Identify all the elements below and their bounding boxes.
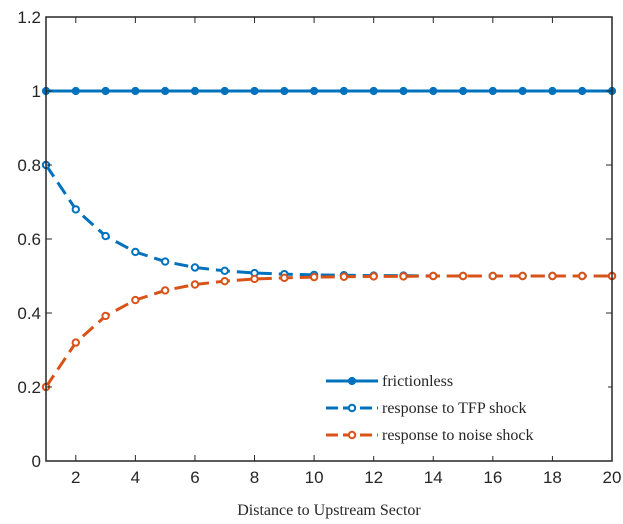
x-tick-label: 20 xyxy=(603,468,622,487)
data-point xyxy=(548,86,557,96)
data-point xyxy=(369,272,378,281)
x-tick-label: 18 xyxy=(543,468,562,487)
data-point xyxy=(399,86,408,96)
data-point xyxy=(578,86,587,96)
legend-label: response to noise shock xyxy=(382,427,534,444)
data-point xyxy=(429,86,438,96)
x-tick-label: 10 xyxy=(305,468,324,487)
legend-swatch-marker xyxy=(347,376,357,386)
legend-box xyxy=(320,364,608,456)
series-response-to-tfp-shock xyxy=(41,160,617,281)
data-point xyxy=(280,86,289,96)
data-point xyxy=(190,86,200,96)
data-point xyxy=(160,257,170,266)
data-point xyxy=(161,86,170,96)
y-tick-label: 1 xyxy=(32,82,41,101)
data-point xyxy=(71,338,80,347)
data-point xyxy=(548,271,557,281)
x-tick-label: 4 xyxy=(131,468,140,487)
data-point xyxy=(101,311,110,321)
data-point xyxy=(220,266,229,276)
legend-items: frictionless response to TFP shock respons… xyxy=(326,373,534,444)
legend-label: response to TFP shock xyxy=(382,400,526,417)
data-point xyxy=(458,86,468,96)
data-point xyxy=(488,86,497,96)
data-point xyxy=(250,86,259,96)
data-point xyxy=(131,86,140,96)
series-line xyxy=(44,164,612,278)
series-response-to-noise-shock xyxy=(41,271,617,392)
data-point xyxy=(518,271,527,281)
y-tick-label: 0.2 xyxy=(17,378,41,397)
legend-item: response to noise shock xyxy=(326,427,534,444)
data-point xyxy=(190,263,200,272)
data-point xyxy=(309,272,319,282)
data-point xyxy=(220,86,229,96)
legend: frictionless response to TFP shock respons… xyxy=(320,364,608,456)
x-axis-title: Distance to Upstream Sector xyxy=(237,502,421,519)
legend-item: response to TFP shock xyxy=(326,400,526,417)
series-layer xyxy=(41,86,617,392)
y-tick-label: 0.8 xyxy=(17,156,41,175)
data-point xyxy=(578,271,587,281)
data-point xyxy=(399,272,408,281)
data-point xyxy=(71,205,80,214)
ticks-layer: 2 4 6 8 10 12 14 16 18 20 0 0.2 0.4 0.6 0.8 1 1.2 xyxy=(17,8,621,487)
x-tick-label: 12 xyxy=(364,468,383,487)
series-frictionless xyxy=(41,86,617,96)
data-point xyxy=(488,271,498,281)
data-point xyxy=(131,247,140,257)
data-point xyxy=(429,271,438,281)
legend-swatch-marker xyxy=(347,430,357,440)
data-point xyxy=(369,86,378,96)
legend-item: frictionless xyxy=(326,373,453,390)
y-tick-label: 0.4 xyxy=(17,304,41,323)
data-point xyxy=(339,272,349,281)
data-point xyxy=(190,280,200,289)
x-tick-label: 14 xyxy=(424,468,443,487)
y-tick-label: 0 xyxy=(32,452,41,471)
data-point xyxy=(280,273,289,283)
data-point xyxy=(250,274,259,284)
data-point xyxy=(518,86,527,96)
data-point xyxy=(131,295,140,305)
data-point xyxy=(160,286,170,295)
data-point xyxy=(310,86,319,96)
data-point xyxy=(71,86,80,96)
x-tick-label: 2 xyxy=(71,468,80,487)
x-tick-label: 16 xyxy=(483,468,502,487)
data-point xyxy=(101,86,110,96)
x-tick-label: 8 xyxy=(250,468,259,487)
series-line xyxy=(44,274,612,388)
y-tick-label: 1.2 xyxy=(17,8,41,27)
y-tick-label: 0.6 xyxy=(17,230,41,249)
legend-label: frictionless xyxy=(382,373,453,390)
legend-swatch-marker xyxy=(347,403,357,413)
data-point xyxy=(339,86,348,96)
data-point xyxy=(458,271,468,281)
data-point xyxy=(220,276,229,286)
data-point xyxy=(101,231,110,241)
x-tick-label: 6 xyxy=(190,468,199,487)
